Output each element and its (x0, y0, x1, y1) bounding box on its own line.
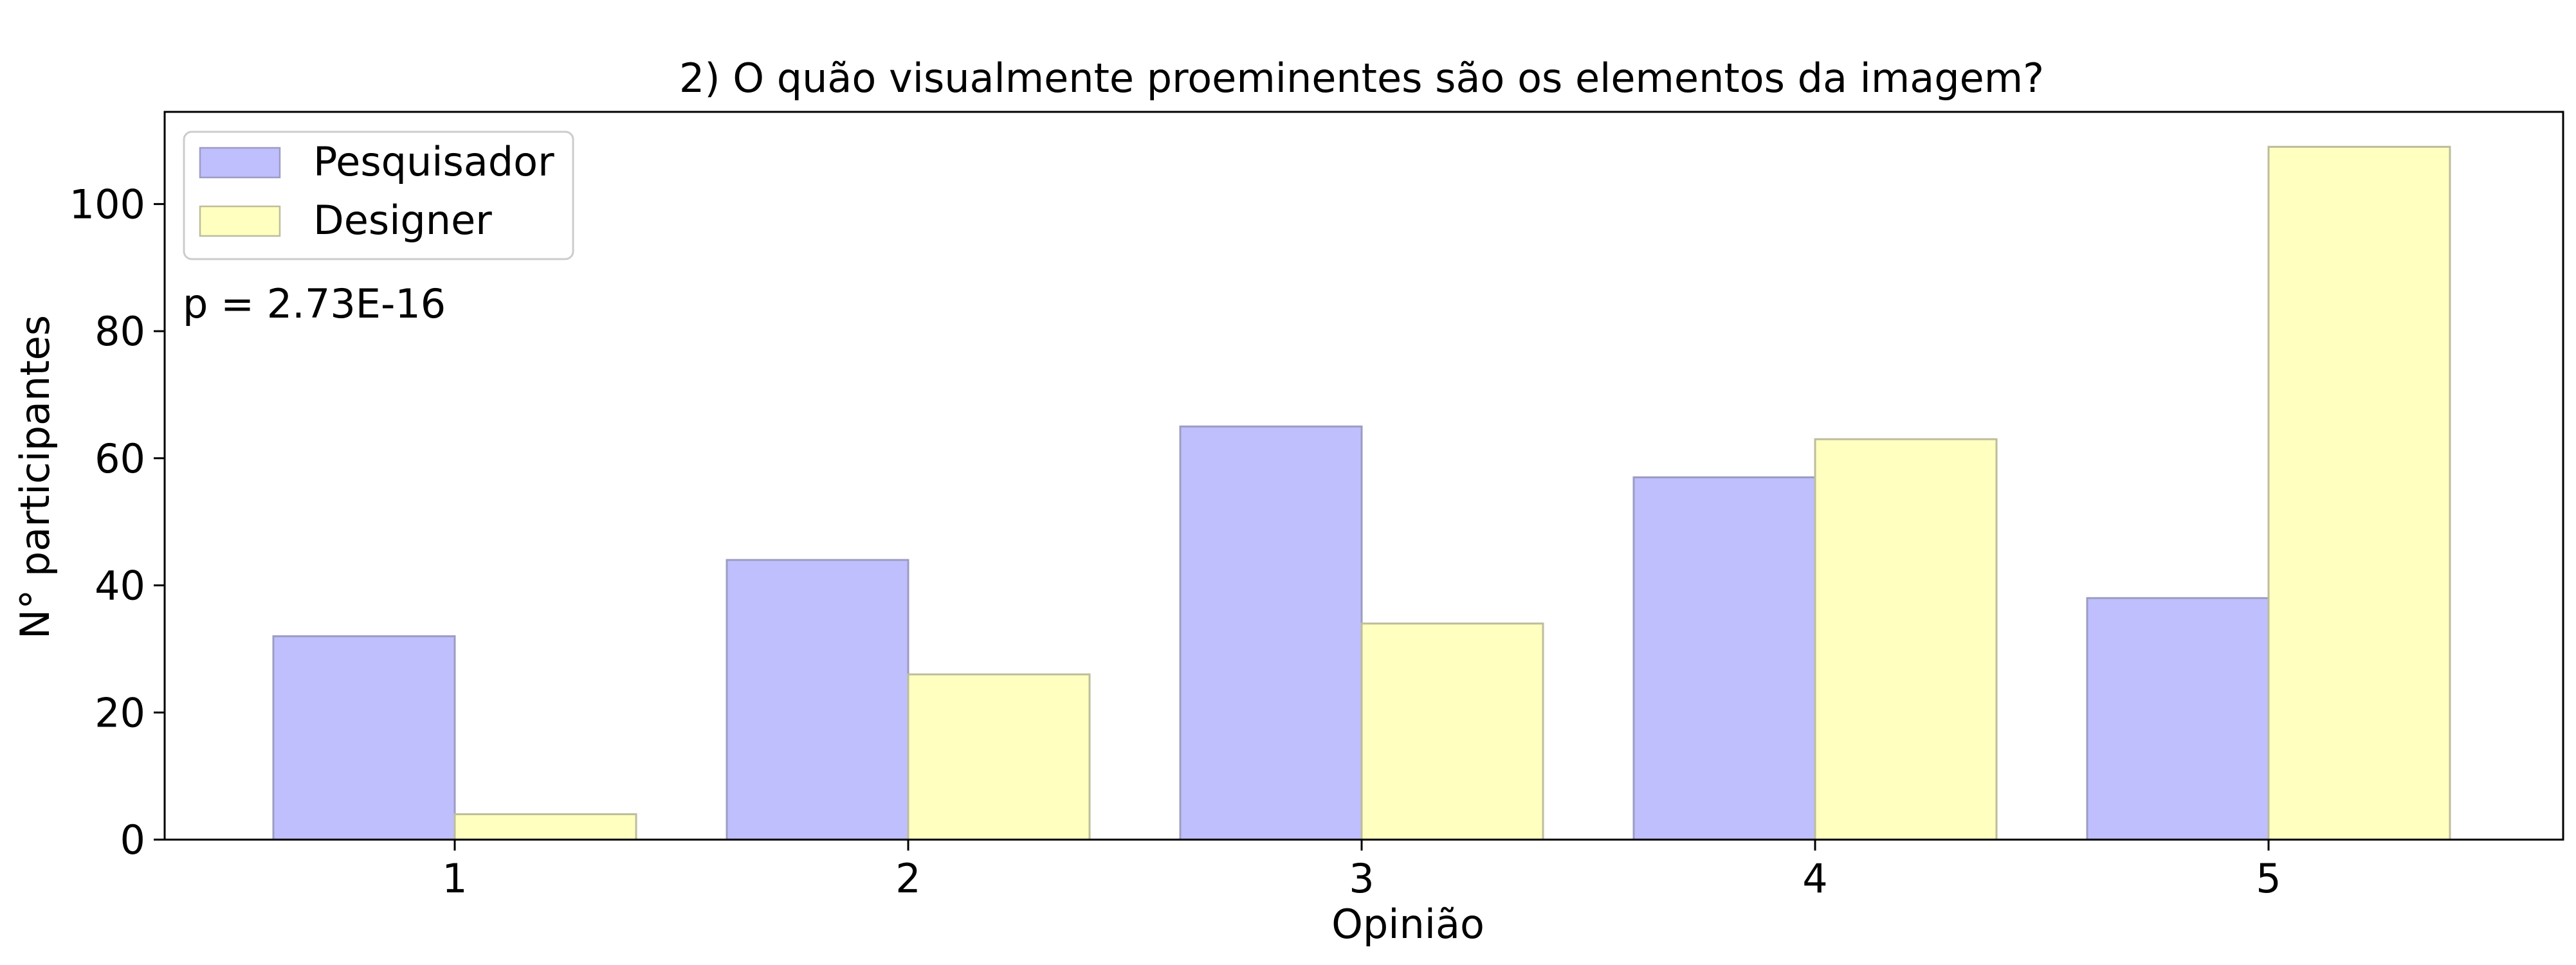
bar-pesquisador-4 (1632, 476, 1816, 841)
bar-designer-1 (453, 813, 637, 841)
bar-pesquisador-2 (726, 559, 909, 841)
x-tick-label: 2 (895, 855, 920, 902)
bar-designer-5 (2267, 145, 2451, 841)
x-tick-label: 3 (1349, 855, 1374, 902)
bar-pesquisador-1 (272, 635, 456, 841)
x-tick-label: 4 (1802, 855, 1827, 902)
y-axis-label: N° participantes (12, 315, 59, 639)
bar-pesquisador-3 (1179, 425, 1363, 841)
legend: Pesquisador Designer (183, 131, 574, 260)
plot-frame (163, 111, 2564, 841)
bar-designer-3 (1360, 622, 1544, 841)
y-tick-label: 100 (69, 181, 145, 228)
p-value-annotation: p = 2.73E-16 (183, 280, 446, 327)
y-tick-label: 60 (95, 435, 145, 482)
chart-title: 2) O quão visualmente proeminentes são o… (679, 55, 2044, 102)
y-tick-label: 20 (95, 689, 145, 736)
y-ticks: 0 20 40 60 80 100 (69, 181, 165, 863)
legend-swatch-pesquisador (199, 147, 281, 179)
y-tick-label: 40 (95, 563, 145, 609)
bar-pesquisador-5 (2086, 597, 2270, 841)
bar-designer-4 (1814, 438, 1998, 841)
bar-designer-2 (907, 673, 1091, 841)
x-tick-label: 1 (442, 855, 467, 902)
bars-layer (272, 145, 2451, 841)
legend-box (183, 131, 574, 260)
legend-swatch-designer (199, 205, 281, 237)
y-tick-label: 0 (120, 816, 145, 863)
y-tick-label: 80 (95, 308, 145, 355)
x-tick-label: 5 (2256, 855, 2281, 902)
legend-label-designer: Designer (313, 197, 492, 244)
legend-label-pesquisador: Pesquisador (313, 138, 554, 185)
x-axis-label: Opinião (1331, 901, 1484, 948)
x-ticks: 1 2 3 4 5 (442, 840, 2281, 902)
